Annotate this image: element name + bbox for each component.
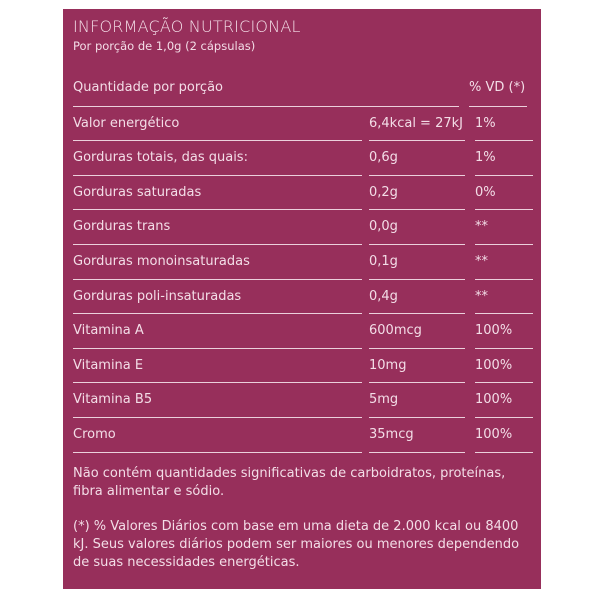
table-header: Quantidade por porção % VD (*): [73, 72, 533, 107]
nutrient-amount: 5mg: [369, 383, 465, 418]
nutrient-amount: 0,2g: [369, 176, 465, 211]
nutrient-amount: 10mg: [369, 349, 465, 384]
table-row: Vitamina B5 5mg 100%: [73, 383, 533, 418]
nutrient-amount: 0,6g: [369, 141, 465, 176]
nutrient-amount: 6,4kcal = 27kJ: [369, 107, 465, 142]
nutrient-label: Gorduras monoinsaturadas: [73, 245, 362, 280]
table-row: Gorduras totais, das quais: 0,6g 1%: [73, 141, 533, 176]
nutrition-facts-panel: INFORMAÇÃO NUTRICIONAL Por porção de 1,0…: [63, 9, 541, 589]
table-row: Gorduras saturadas 0,2g 0%: [73, 176, 533, 211]
table-row: Vitamina E 10mg 100%: [73, 349, 533, 384]
nutrient-label: Gorduras trans: [73, 210, 362, 245]
table-row: Vitamina A 600mcg 100%: [73, 314, 533, 349]
nutrient-amount: 35mcg: [369, 418, 465, 453]
note-daily-values: (*) % Valores Diários com base em uma di…: [73, 519, 520, 570]
table-row: Gorduras poli-insaturadas 0,4g **: [73, 280, 533, 315]
subtitle: Por porção de 1,0g (2 cápsulas): [73, 39, 256, 53]
nutrient-vd: 100%: [475, 383, 533, 418]
table-row: Valor energético 6,4kcal = 27kJ 1%: [73, 107, 533, 142]
header-label: Quantidade por porção: [73, 72, 459, 107]
notes: Não contém quantidades significativas de…: [73, 465, 533, 589]
nutrient-amount: 0,4g: [369, 280, 465, 315]
nutrient-label: Gorduras saturadas: [73, 176, 362, 211]
nutrient-label: Cromo: [73, 418, 362, 453]
nutrient-vd: 100%: [475, 349, 533, 384]
nutrition-table: Quantidade por porção % VD (*) Valor ene…: [73, 72, 533, 453]
nutrient-amount: 0,0g: [369, 210, 465, 245]
nutrient-amount: 600mcg: [369, 314, 465, 349]
nutrient-label: Vitamina B5: [73, 383, 362, 418]
table-row: Gorduras monoinsaturadas 0,1g **: [73, 245, 533, 280]
nutrient-vd: 100%: [475, 418, 533, 453]
nutrient-vd: 1%: [475, 107, 533, 142]
header-vd: % VD (*): [469, 72, 527, 107]
table-row: Cromo 35mcg 100%: [73, 418, 533, 453]
nutrient-label: Gorduras poli-insaturadas: [73, 280, 362, 315]
nutrient-vd: 1%: [475, 141, 533, 176]
nutrient-label: Vitamina E: [73, 349, 362, 384]
nutrient-label: Vitamina A: [73, 314, 362, 349]
note-nutrients: Não contém quantidades significativas de…: [73, 466, 506, 499]
title: INFORMAÇÃO NUTRICIONAL: [73, 17, 301, 36]
nutrient-vd: **: [475, 210, 533, 245]
nutrient-vd: **: [475, 245, 533, 280]
nutrient-vd: 0%: [475, 176, 533, 211]
nutrient-vd: **: [475, 280, 533, 315]
nutrient-label: Gorduras totais, das quais:: [73, 141, 362, 176]
nutrient-vd: 100%: [475, 314, 533, 349]
nutrient-amount: 0,1g: [369, 245, 465, 280]
nutrient-label: Valor energético: [73, 107, 362, 142]
table-row: Gorduras trans 0,0g **: [73, 210, 533, 245]
